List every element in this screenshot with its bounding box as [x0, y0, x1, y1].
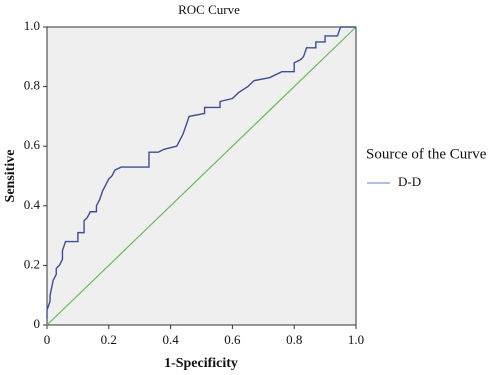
x-tick-label: 0.6	[224, 332, 241, 347]
x-tick-label: 1.0	[348, 332, 364, 347]
y-tick-label: 0.4	[24, 197, 41, 212]
x-tick-label: 0.2	[101, 332, 117, 347]
x-tick-label: 0.8	[286, 332, 302, 347]
y-axis-label: Sensitive	[3, 150, 18, 203]
legend-title: Source of the Curve	[366, 146, 487, 162]
x-axis-label: 1-Specificity	[164, 356, 238, 371]
chart-title: ROC Curve	[178, 2, 240, 17]
y-tick-label: 1.0	[24, 18, 40, 33]
y-tick-label: 0.6	[24, 137, 41, 152]
legend-label: D-D	[398, 174, 421, 189]
roc-curve	[46, 26, 356, 320]
x-tick-label: 0.4	[162, 332, 179, 347]
y-tick-label: 0.8	[24, 78, 40, 93]
reference-line	[46, 26, 357, 326]
y-tick-label: 0.2	[24, 256, 40, 271]
x-tick-label: 0	[44, 332, 51, 347]
y-tick-label: 0	[34, 316, 41, 331]
